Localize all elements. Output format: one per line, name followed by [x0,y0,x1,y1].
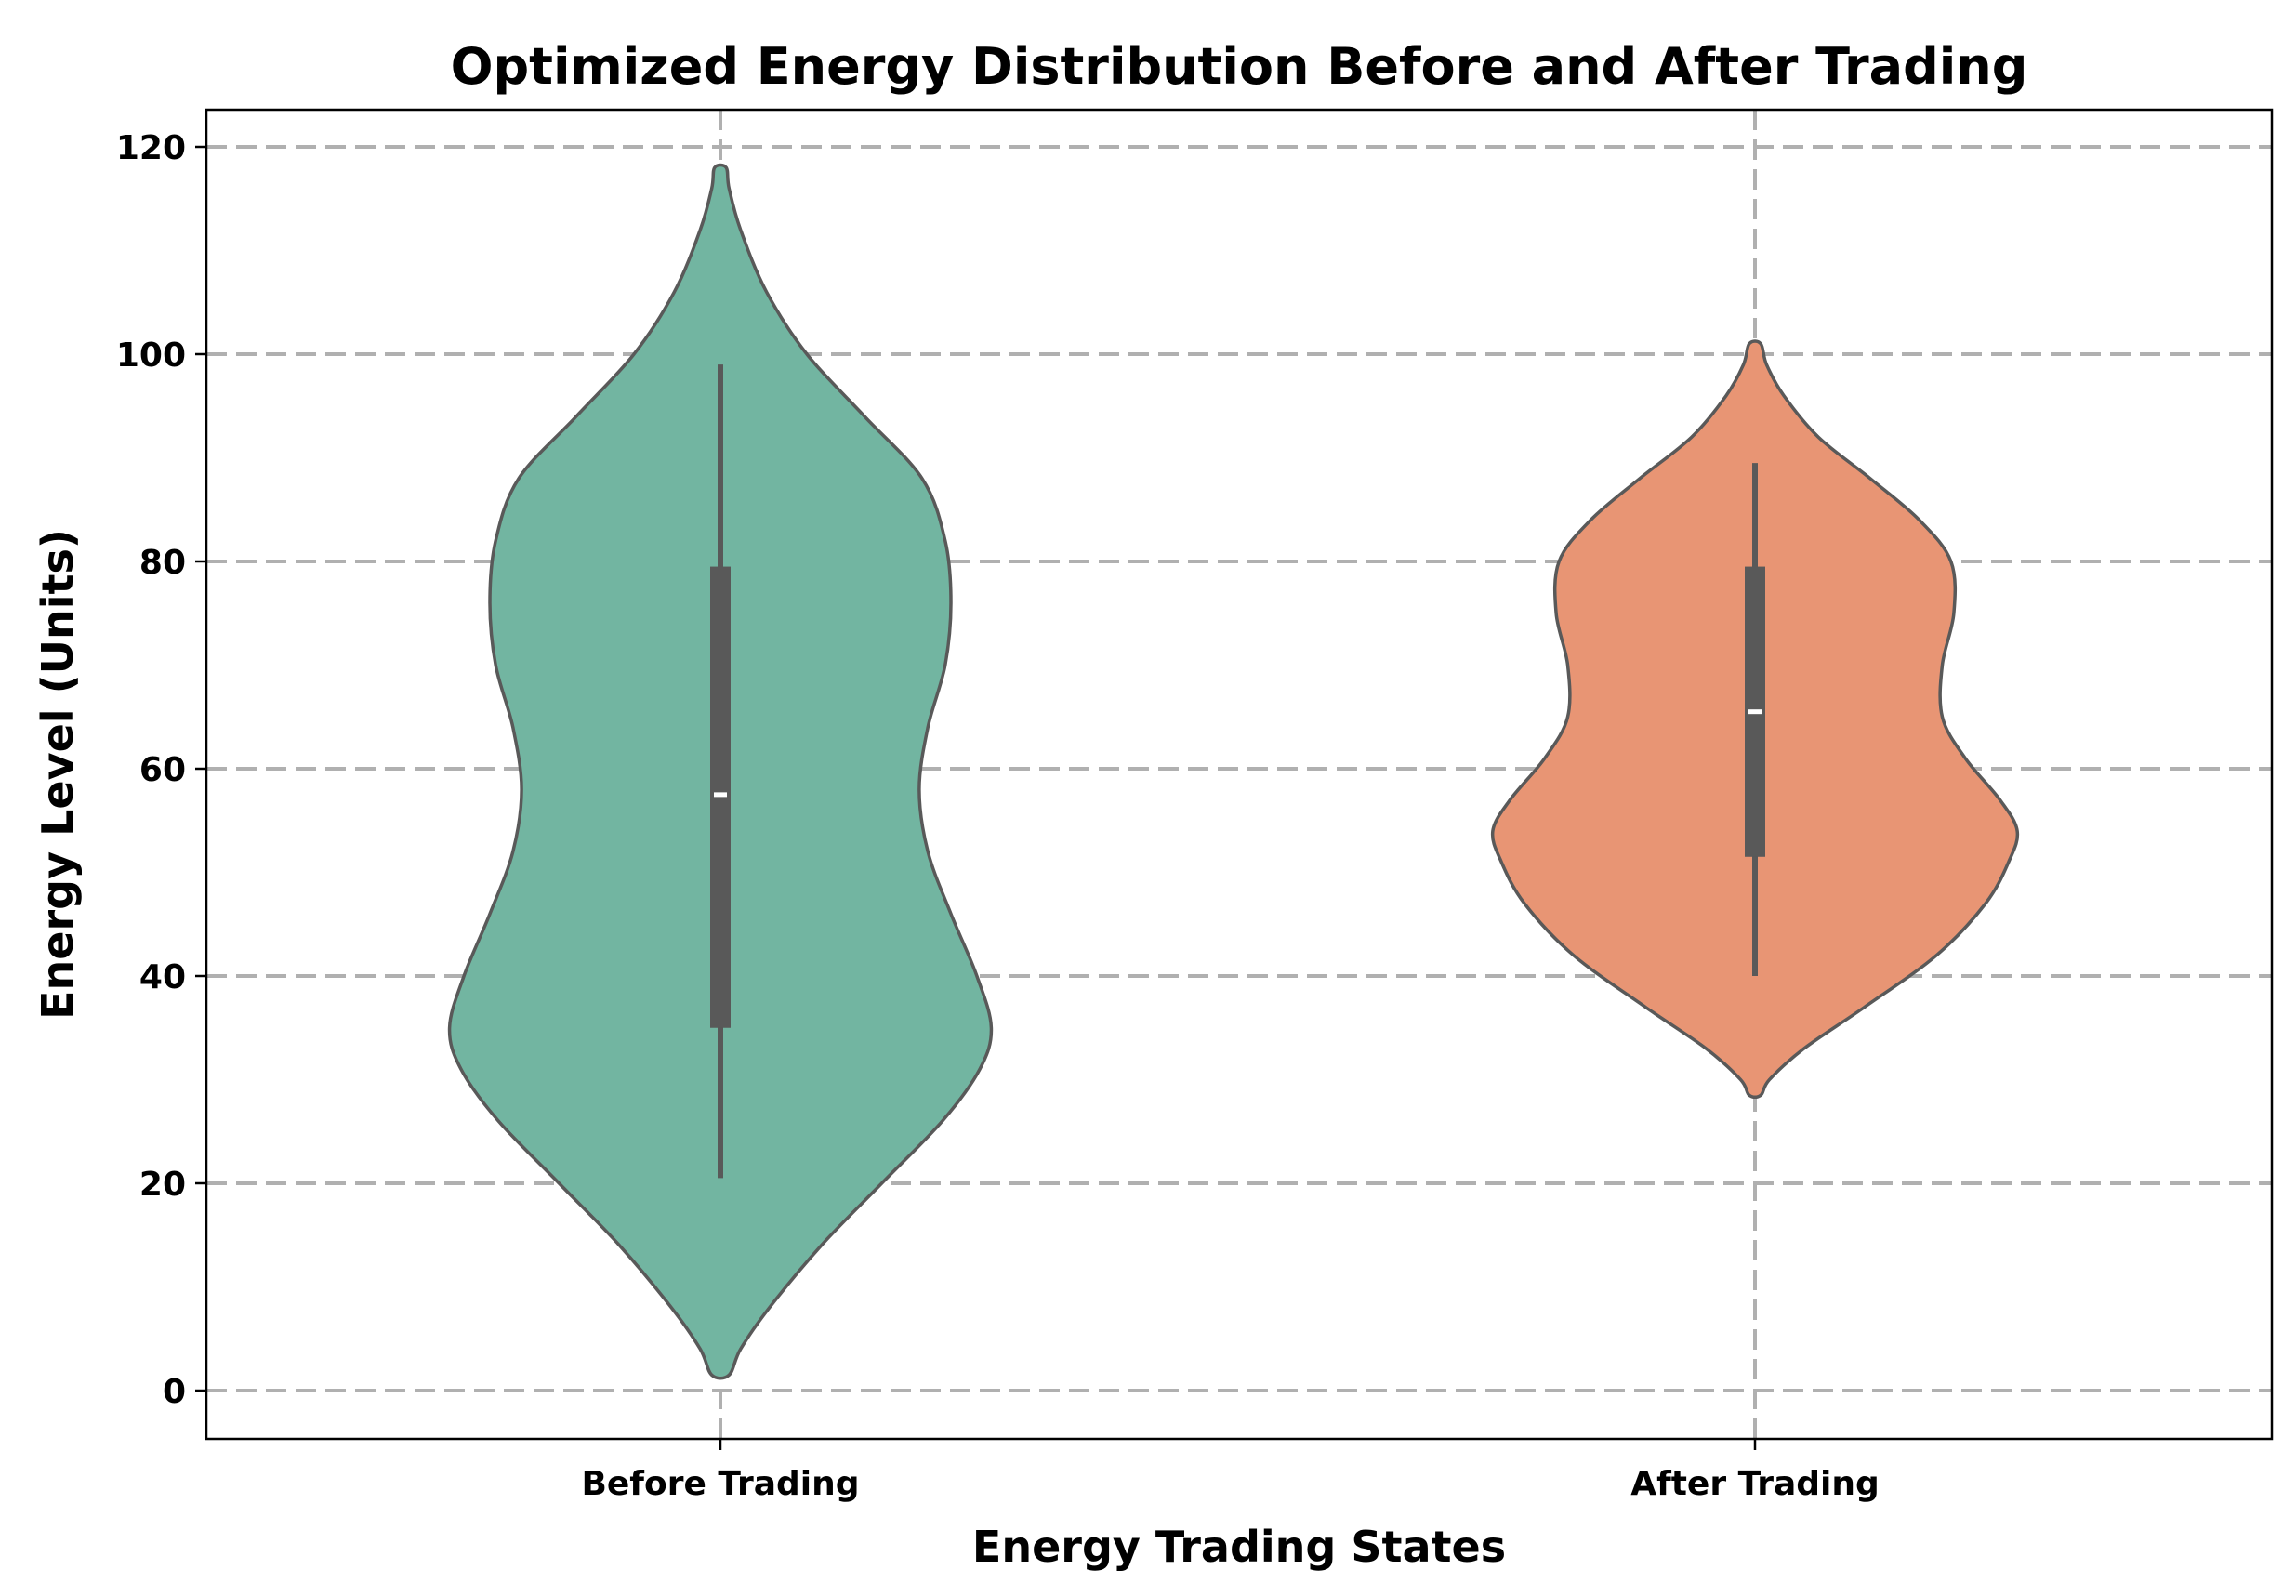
y-tick-label: 80 [139,544,186,582]
y-tick-label: 0 [163,1373,186,1411]
y-tick-label: 100 [116,336,186,375]
y-axis-title: Energy Level (Units) [33,529,83,1020]
axis-ticks: 0 20 40 60 80 100 120 Before Trading After Tradi… [116,129,1880,1503]
x-tick-label: Before Trading [581,1465,859,1503]
y-tick-label: 120 [116,129,186,167]
x-tick-label: After Trading [1630,1465,1880,1503]
violin-layer [447,163,2020,1380]
y-tick-label: 60 [139,751,186,789]
iqr-box-before-trading [710,566,731,1028]
y-tick-label: 20 [139,1166,186,1204]
plot-frame [205,108,2274,1441]
x-axis-title: Energy Trading States [972,1522,1506,1572]
y-tick-label: 40 [139,958,186,996]
chart-title: Optimized Energy Distribution Before and… [451,37,2028,96]
